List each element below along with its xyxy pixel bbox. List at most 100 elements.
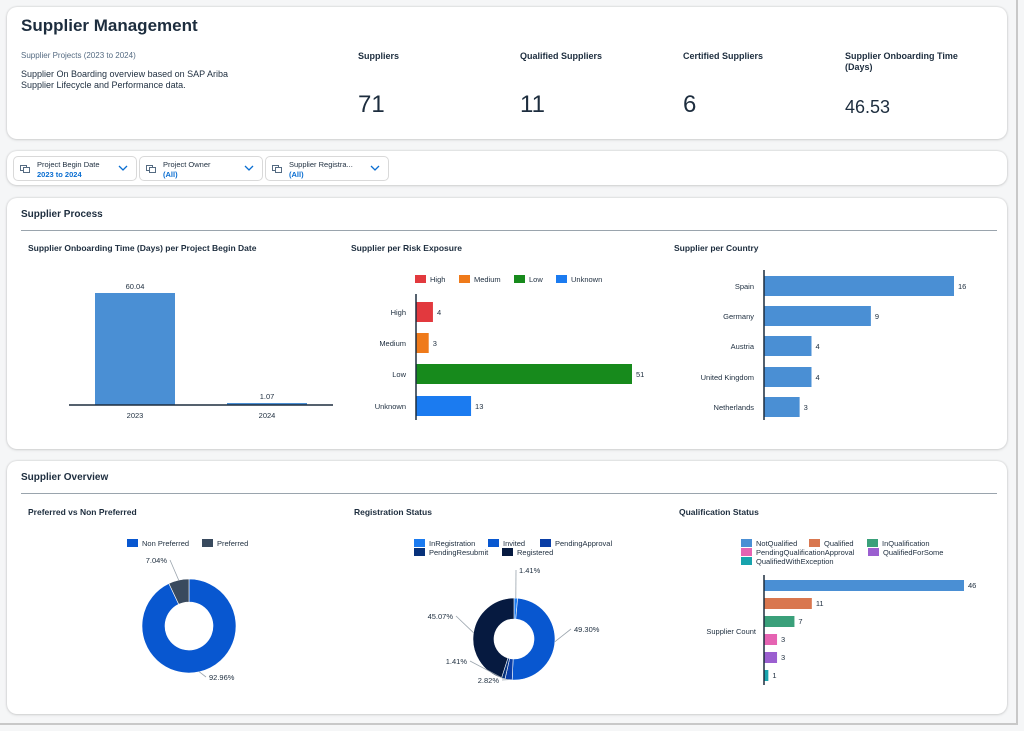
kpi-label: Qualified Suppliers bbox=[520, 51, 603, 61]
supplier-overview-card: Supplier Overview Preferred vs Non Prefe… bbox=[7, 461, 1007, 714]
registration-donut-chart[interactable]: InRegistration Invited PendingApproval Pend… bbox=[397, 533, 637, 693]
donut-slice[interactable] bbox=[511, 597, 556, 681]
legend-swatch bbox=[868, 548, 879, 556]
legend-swatch bbox=[127, 539, 138, 547]
bar[interactable] bbox=[227, 403, 307, 405]
kpi-value: 46.53 bbox=[845, 97, 891, 117]
bar[interactable] bbox=[764, 336, 812, 356]
filter-project-begin-date[interactable]: Project Begin Date 2023 to 2024 bbox=[13, 156, 137, 181]
legend-label: Registered bbox=[517, 548, 553, 557]
kpi-suppliers[interactable]: Suppliers 71 bbox=[358, 51, 508, 118]
bar[interactable] bbox=[764, 652, 778, 663]
y-tick-label: Unknown bbox=[375, 402, 406, 411]
data-label: 1.07 bbox=[260, 392, 275, 401]
chart-title-registration: Registration Status bbox=[354, 507, 432, 517]
filter-label: Project Owner bbox=[163, 160, 211, 169]
y-tick-label: Netherlands bbox=[714, 403, 755, 412]
legend-swatch bbox=[502, 548, 513, 556]
legend-label: Preferred bbox=[217, 539, 248, 548]
data-label: 4 bbox=[816, 342, 820, 351]
chevron-down-icon[interactable] bbox=[118, 164, 128, 172]
data-label: 92.96% bbox=[209, 673, 235, 682]
bar[interactable] bbox=[764, 276, 954, 296]
donut-slice[interactable] bbox=[472, 597, 515, 679]
y-axis-label: Supplier Count bbox=[706, 627, 757, 636]
page-subtitle: Supplier Projects (2023 to 2024) bbox=[21, 51, 136, 60]
x-tick-label: 2024 bbox=[259, 411, 276, 420]
section-divider bbox=[21, 230, 997, 231]
bar[interactable] bbox=[764, 580, 964, 591]
preferred-donut-chart[interactable]: Non Preferred Preferred 92.96% 7.04% bbox=[87, 533, 287, 693]
bar[interactable] bbox=[764, 397, 800, 417]
kpi-value: 6 bbox=[683, 91, 697, 118]
y-tick-label: Low bbox=[392, 370, 406, 379]
bar[interactable] bbox=[416, 302, 433, 322]
kpi-qualified-suppliers[interactable]: Qualified Suppliers 11 bbox=[520, 51, 670, 118]
x-tick-label: 2023 bbox=[127, 411, 144, 420]
legend-label: PendingQualificationApproval bbox=[756, 548, 855, 557]
chart-title-qualification: Qualification Status bbox=[679, 507, 759, 517]
data-label: 16 bbox=[958, 282, 966, 291]
filter-label: Project Begin Date bbox=[37, 160, 100, 169]
data-label: 2.82% bbox=[478, 676, 500, 685]
data-label: 49.30% bbox=[574, 625, 600, 634]
qualification-chart[interactable]: NotQualified Qualified InQualification Pend… bbox=[687, 533, 997, 693]
y-tick-label: Germany bbox=[723, 312, 754, 321]
legend-label: Qualified bbox=[824, 539, 854, 548]
data-label: 46 bbox=[968, 581, 976, 590]
chart-title-risk: Supplier per Risk Exposure bbox=[351, 243, 463, 253]
chevron-down-icon[interactable] bbox=[370, 164, 380, 172]
donut-slice[interactable] bbox=[141, 578, 237, 674]
bar[interactable] bbox=[95, 293, 175, 405]
filter-value: (All) bbox=[163, 170, 178, 179]
country-chart[interactable]: 16 Spain 9 Germany 4 Austria 4 United Kingdom 3 N… bbox=[677, 268, 997, 428]
kpi-label: Suppliers bbox=[358, 51, 400, 61]
data-label: 1 bbox=[772, 671, 776, 680]
legend-label: Low bbox=[529, 275, 543, 284]
filter-supplier-registration[interactable]: Supplier Registra... (All) bbox=[265, 156, 389, 181]
filter-project-owner[interactable]: Project Owner (All) bbox=[139, 156, 263, 181]
legend-label: Medium bbox=[474, 275, 501, 284]
page-title: Supplier Management bbox=[21, 16, 198, 35]
data-label: 9 bbox=[875, 312, 879, 321]
bar[interactable] bbox=[416, 396, 472, 416]
bar[interactable] bbox=[764, 306, 871, 326]
chart-title-country: Supplier per Country bbox=[674, 243, 759, 253]
legend-swatch bbox=[556, 275, 567, 283]
bar[interactable] bbox=[764, 367, 812, 387]
legend-swatch bbox=[414, 539, 425, 547]
bar[interactable] bbox=[764, 616, 795, 627]
bar[interactable] bbox=[764, 670, 769, 681]
data-label: 7.04% bbox=[146, 556, 168, 565]
data-label: 51 bbox=[636, 370, 644, 379]
chart-title-onboarding: Supplier Onboarding Time (Days) per Proj… bbox=[28, 243, 257, 253]
kpi-label: Certified Suppliers bbox=[683, 51, 764, 61]
leader-line bbox=[455, 615, 474, 633]
legend-swatch bbox=[415, 275, 426, 283]
legend-label: Non Preferred bbox=[142, 539, 189, 548]
legend-swatch bbox=[540, 539, 551, 547]
onboarding-time-chart[interactable]: 60.04 2023 1.07 2024 bbox=[47, 278, 347, 428]
kpi-onboarding-time[interactable]: Supplier Onboarding Time (Days) 46.53 bbox=[845, 51, 975, 117]
filter-value: 2023 to 2024 bbox=[37, 170, 82, 179]
data-label: 4 bbox=[816, 373, 820, 382]
section-divider bbox=[21, 493, 997, 494]
bar[interactable] bbox=[416, 333, 429, 353]
bar[interactable] bbox=[416, 364, 632, 384]
chevron-down-icon[interactable] bbox=[244, 164, 254, 172]
kpi-label: Supplier Onboarding Time (Days) bbox=[845, 51, 958, 72]
header-card: Supplier Management Supplier Projects (2… bbox=[7, 7, 1007, 139]
legend-label: InQualification bbox=[882, 539, 930, 548]
donut-slice[interactable] bbox=[168, 578, 190, 605]
legend-label: PendingResubmit bbox=[429, 548, 489, 557]
data-label: 3 bbox=[781, 635, 785, 644]
risk-exposure-chart[interactable]: High Medium Low Unknown 4 High 3 Medium 51 Low 13 U… bbox=[357, 268, 647, 428]
bar[interactable] bbox=[764, 634, 778, 645]
data-label: 7 bbox=[798, 617, 802, 626]
bar[interactable] bbox=[764, 598, 812, 609]
data-label: 11 bbox=[816, 599, 824, 608]
legend-label: Unknown bbox=[571, 275, 602, 284]
kpi-certified-suppliers[interactable]: Certified Suppliers 6 bbox=[683, 51, 833, 118]
filter-icon bbox=[20, 165, 30, 173]
